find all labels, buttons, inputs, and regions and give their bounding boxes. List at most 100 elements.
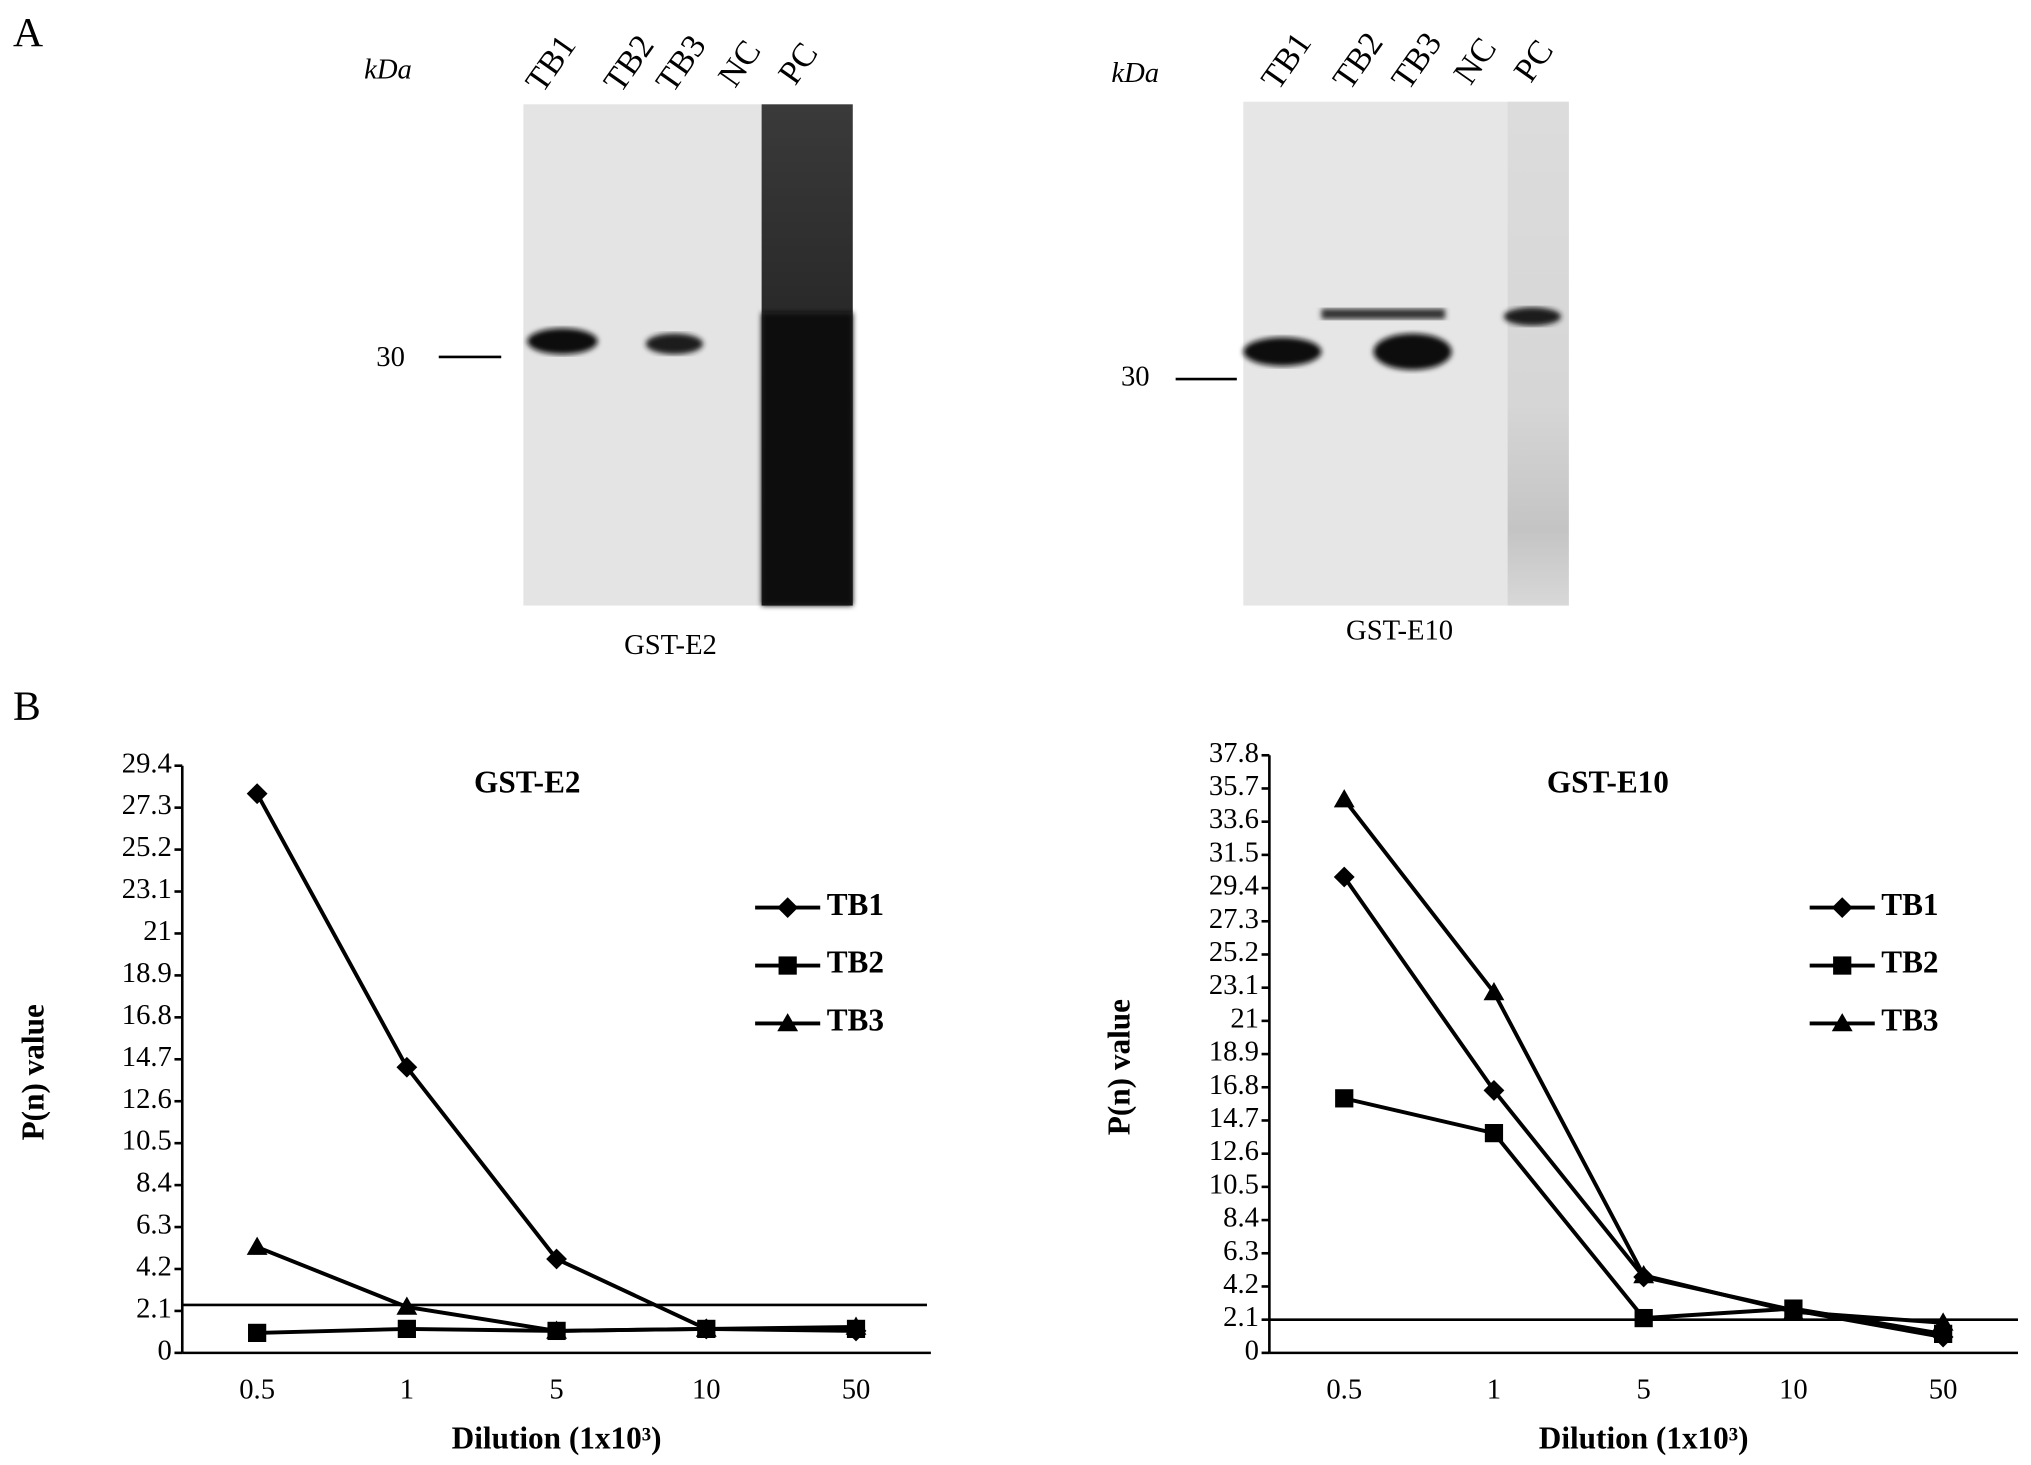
series-line [1343,1096,1944,1336]
series-line [1342,798,1944,1325]
y-tick-label: 31.5 [1209,836,1259,868]
lane-label: TB1 [1254,26,1319,96]
blot [1175,101,1569,606]
y-tick-label: 25.2 [122,831,172,863]
legend-marker [1831,1013,1853,1032]
y-tick-label: 6.3 [1223,1235,1259,1267]
y-tick-label: 37.8 [1209,737,1259,769]
y-tick-label: 8.4 [136,1167,172,1199]
y-tick-label: 10.5 [1209,1168,1259,1200]
marker [246,783,268,805]
blot [438,104,853,606]
legend-marker [777,897,799,919]
panel-label: B [13,683,41,729]
x-tick-label: 10 [692,1374,721,1406]
lane-smear [1507,101,1569,606]
marker [1335,1089,1354,1108]
lane-label: TB1 [519,28,584,98]
marker [845,1316,867,1335]
y-tick-label: 12.6 [1209,1135,1259,1167]
band [1321,308,1446,320]
y-tick-label: 29.4 [122,747,172,779]
y-tick-label: 25.2 [1209,936,1259,968]
legend-marker [1833,956,1852,975]
y-tick-label: 21 [143,915,172,947]
y-tick-label: 27.3 [1209,903,1259,935]
lane-label: TB2 [1326,26,1391,96]
chart-title: GST-E10 [1547,764,1669,799]
legend-marker [777,1013,799,1032]
y-tick-label: 23.1 [1209,969,1259,1001]
y-tick-label: 0 [1245,1334,1259,1366]
legend-marker [1831,897,1853,919]
x-tick-label: 5 [1637,1374,1651,1406]
band [645,333,704,355]
lane-label: PC [1507,34,1561,89]
y-tick-label: 2.1 [1223,1301,1259,1333]
y-tick-label: 35.7 [1209,770,1259,802]
y-tick-label: 10.5 [122,1125,172,1157]
lane-label: TB3 [1384,26,1449,96]
marker [1782,1301,1804,1320]
marker [397,1319,416,1339]
blot-caption: GST-E2 [624,629,717,661]
blot-caption: GST-E10 [1346,614,1453,646]
marker [546,1248,567,1270]
unit-label: kDa [1111,57,1159,89]
x-tick-label: 1 [400,1374,414,1406]
lane-label: TB3 [649,28,714,98]
y-tick-label: 6.3 [136,1209,172,1241]
marker [396,1296,418,1315]
marker [1634,1308,1653,1328]
x-axis-label: Dilution (1x10³) [452,1421,662,1456]
panel-label: A [13,10,43,56]
y-tick-label: 12.6 [122,1083,172,1115]
marker [1483,982,1505,1001]
y-tick-label: 16.8 [1209,1069,1259,1101]
lane-label: NC [711,34,768,94]
y-axis-label: P(n) value [16,1004,51,1140]
marker [546,1320,567,1339]
legend-label: TB1 [827,887,884,922]
band [1503,307,1562,326]
x-tick-label: 1 [1487,1374,1501,1406]
band [1243,337,1322,367]
legend-label: TB2 [827,945,884,980]
y-tick-label: 14.7 [122,1041,172,1073]
legend-label: TB3 [827,1003,884,1038]
y-tick-label: 14.7 [1209,1102,1259,1134]
chart-title: GST-E2 [474,764,580,799]
y-tick-label: 4.2 [1223,1268,1259,1300]
marker [695,1318,717,1337]
y-tick-label: 33.6 [1209,803,1259,835]
marker [248,1323,267,1343]
marker [1484,1124,1504,1143]
band [1373,333,1452,370]
band [527,328,598,355]
marker [1932,1312,1954,1331]
y-tick-label: 29.4 [1209,870,1259,902]
x-tick-label: 0.5 [239,1374,275,1406]
y-tick-label: 4.2 [136,1251,172,1283]
lane-smear [761,312,853,606]
legend-label: TB1 [1881,887,1938,922]
unit-label: kDa [364,53,412,85]
x-axis-label: Dilution (1x10³) [1539,1421,1749,1456]
y-tick-label: 23.1 [122,873,172,905]
x-tick-label: 0.5 [1326,1374,1362,1406]
x-tick-label: 10 [1779,1374,1808,1406]
x-tick-label: 50 [1929,1374,1958,1406]
legend-label: TB3 [1881,1003,1938,1038]
lane-label: NC [1447,31,1504,91]
y-tick-label: 27.3 [122,789,172,821]
y-tick-label: 8.4 [1223,1202,1259,1234]
x-tick-label: 5 [549,1374,563,1406]
marker [1483,1080,1505,1101]
lane-label: PC [771,36,825,91]
marker-label: 30 [376,341,405,373]
x-tick-label: 50 [842,1374,871,1406]
y-tick-label: 18.9 [1209,1036,1259,1068]
marker [246,1236,268,1255]
y-axis-label: P(n) value [1101,999,1136,1135]
y-tick-label: 0 [158,1334,172,1366]
